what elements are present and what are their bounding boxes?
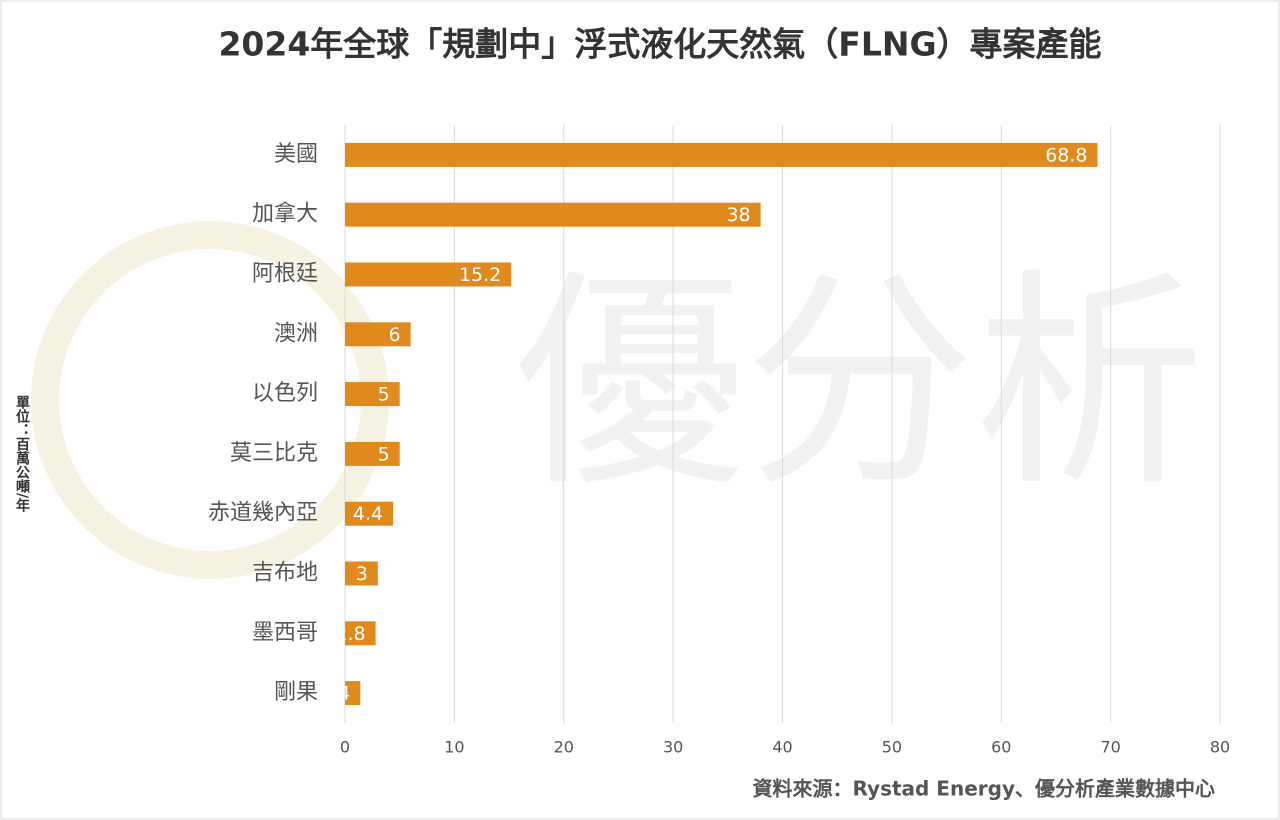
- bar: [345, 142, 1098, 167]
- x-tick-label: 50: [882, 738, 902, 757]
- data-label: 6: [389, 324, 401, 346]
- x-tick-label: 70: [1100, 738, 1120, 757]
- bar: [345, 262, 512, 287]
- y-tick-label: 剛果: [274, 680, 318, 705]
- x-tick-label: 30: [663, 738, 683, 757]
- bar: [345, 202, 761, 227]
- data-label: 1.4: [320, 683, 350, 705]
- y-tick-label: 美國: [274, 142, 318, 167]
- y-tick-label: 加拿大: [252, 201, 318, 227]
- y-tick-label: 吉布地: [252, 561, 318, 586]
- bar: [345, 681, 361, 706]
- y-tick-label: 墨西哥: [252, 620, 318, 645]
- bar: [345, 382, 400, 407]
- y-tick-label: 赤道幾內亞: [208, 501, 318, 526]
- y-tick-label: 阿根廷: [252, 262, 318, 287]
- x-tick-label: 0: [340, 738, 350, 757]
- data-label: 15.2: [459, 264, 501, 286]
- data-label: 4.4: [353, 503, 383, 525]
- bar: [345, 561, 378, 586]
- watermark: 優分析: [515, 251, 1205, 518]
- data-label: 2.8: [335, 623, 365, 645]
- data-label: 3: [356, 563, 368, 585]
- x-tick-label: 20: [554, 738, 574, 757]
- y-tick-label: 以色列: [252, 381, 318, 406]
- data-label: 5: [378, 384, 390, 406]
- source: 資料來源：Rystad Energy、優分析產業數據中心: [753, 777, 1215, 801]
- x-tick-label: 80: [1210, 738, 1230, 757]
- bar: [345, 441, 400, 466]
- data-label: 68.8: [1045, 144, 1087, 166]
- y-tick-label: 澳洲: [274, 321, 318, 346]
- x-tick-label: 40: [772, 738, 792, 757]
- y-tick-label: 莫三比克: [230, 441, 318, 466]
- chart-title: 2024年全球「規劃中」浮式液化天然氣（FLNG）專案產能: [218, 25, 1101, 64]
- y-axis-label: 單位：百萬公噸/年: [14, 395, 30, 513]
- x-tick-label: 60: [991, 738, 1011, 757]
- data-label: 5: [378, 443, 390, 465]
- bar: [345, 501, 394, 526]
- data-label: 38: [726, 204, 750, 226]
- x-tick-label: 10: [444, 738, 464, 757]
- bar: [345, 621, 376, 646]
- bar: [345, 322, 411, 347]
